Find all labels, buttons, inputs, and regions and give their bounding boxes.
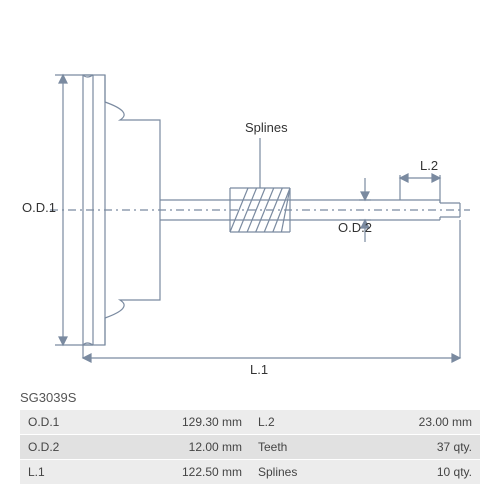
spec-val: 12.00 mm xyxy=(90,435,250,460)
technical-diagram: O.D.1 Splines O.D.2 L.2 L.1 xyxy=(0,0,500,400)
label-l1: L.1 xyxy=(250,362,268,377)
part-code: SG3039S xyxy=(20,390,76,405)
label-l2: L.2 xyxy=(420,158,438,173)
table-row: L.1122.50 mmSplines10 qty. xyxy=(20,460,480,485)
spec-key: O.D.1 xyxy=(20,410,90,435)
spec-val: 10 qty. xyxy=(320,460,480,485)
spec-key: Splines xyxy=(250,460,320,485)
label-od1: O.D.1 xyxy=(22,200,56,215)
spec-val: 129.30 mm xyxy=(90,410,250,435)
label-splines: Splines xyxy=(245,120,288,135)
spec-key: L.1 xyxy=(20,460,90,485)
table-row: O.D.212.00 mmTeeth37 qty. xyxy=(20,435,480,460)
diagram-svg xyxy=(0,0,500,400)
spec-key: Teeth xyxy=(250,435,320,460)
spec-key: O.D.2 xyxy=(20,435,90,460)
spec-val: 23.00 mm xyxy=(320,410,480,435)
spec-val: 37 qty. xyxy=(320,435,480,460)
spec-val: 122.50 mm xyxy=(90,460,250,485)
spec-key: L.2 xyxy=(250,410,320,435)
spec-table: O.D.1129.30 mmL.223.00 mmO.D.212.00 mmTe… xyxy=(20,410,480,485)
label-od2: O.D.2 xyxy=(338,220,372,235)
table-row: O.D.1129.30 mmL.223.00 mm xyxy=(20,410,480,435)
